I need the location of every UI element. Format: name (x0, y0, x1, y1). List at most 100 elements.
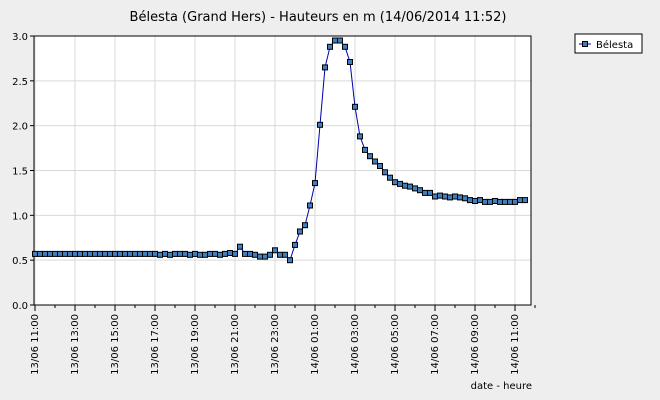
data-point (352, 103, 358, 110)
data-point (72, 250, 78, 257)
data-point (357, 133, 363, 140)
data-point (37, 250, 43, 257)
data-point (392, 179, 398, 186)
data-point (42, 250, 48, 257)
data-point (387, 174, 393, 181)
data-point (227, 250, 233, 256)
data-point (372, 158, 378, 165)
data-point (127, 250, 133, 257)
data-point (497, 198, 503, 205)
data-point (32, 250, 38, 257)
data-point (347, 59, 353, 65)
data-point (342, 43, 348, 50)
data-point (397, 180, 403, 187)
x-tick-label: 13/06 21:00 (230, 314, 241, 375)
x-axis: 13/06 11:00 13/06 13:00 13/06 15:00 13/06 1… (30, 305, 536, 375)
data-point (122, 250, 128, 257)
data-point (367, 153, 373, 160)
data-point (97, 250, 103, 257)
data-point (302, 222, 308, 229)
x-tick-label: 14/06 01:00 (310, 314, 321, 375)
data-point (377, 163, 383, 169)
y-tick-label: 2.5 (12, 77, 28, 88)
y-tick-label: 2.0 (12, 122, 28, 133)
x-axis-label: date - heure (471, 381, 532, 392)
data-point (257, 253, 263, 260)
data-point (147, 250, 153, 257)
data-point (337, 37, 343, 44)
y-tick-label: 1.5 (12, 167, 28, 178)
data-point (177, 250, 183, 257)
data-point (297, 228, 303, 235)
data-point (322, 64, 328, 71)
y-tick-label: 3.0 (12, 32, 28, 43)
data-point (267, 251, 273, 258)
legend-entry-belesta: Bélesta (596, 39, 633, 51)
x-tick-label: 13/06 23:00 (270, 314, 281, 375)
data-point (217, 251, 223, 258)
data-point (187, 251, 193, 258)
data-point (192, 250, 198, 257)
data-point (452, 193, 458, 200)
chart-title: Bélesta (Grand Hers) - Hauteurs en m (14… (130, 10, 507, 25)
data-point (142, 250, 148, 257)
data-point (522, 197, 528, 204)
data-point (157, 251, 163, 258)
data-point (477, 197, 483, 204)
x-tick-label: 13/06 19:00 (190, 314, 201, 375)
data-point (427, 189, 433, 196)
x-tick-label: 13/06 11:00 (30, 314, 41, 375)
data-point (232, 250, 238, 257)
x-tick-label: 13/06 13:00 (70, 314, 81, 375)
data-point (402, 182, 408, 189)
y-tick-label: 1.0 (12, 211, 28, 222)
data-point (172, 250, 178, 257)
data-point (462, 195, 468, 202)
data-point (292, 241, 298, 248)
y-tick-label: 0.5 (12, 256, 28, 267)
data-point (62, 250, 68, 257)
x-tick-label: 14/06 05:00 (390, 314, 401, 375)
data-point (202, 251, 208, 258)
series-belesta (32, 37, 528, 264)
x-tick-label: 14/06 07:00 (430, 314, 441, 375)
legend-box (574, 33, 643, 54)
data-point (82, 250, 88, 257)
data-point (407, 183, 413, 190)
data-point (102, 250, 108, 257)
data-point (107, 250, 113, 257)
legend-marker (582, 41, 588, 47)
data-point (87, 250, 93, 257)
data-point (412, 185, 418, 192)
data-point (282, 251, 288, 258)
data-point (47, 250, 53, 257)
data-point (162, 250, 168, 257)
data-point (222, 250, 228, 257)
x-tick-label: 13/06 15:00 (110, 314, 121, 375)
x-tick-label: 14/06 09:00 (470, 314, 481, 375)
data-point (307, 202, 313, 209)
data-point (517, 197, 523, 204)
data-point (437, 192, 443, 199)
data-point (262, 253, 268, 260)
data-point (457, 194, 463, 201)
data-point (67, 250, 73, 257)
data-point (237, 243, 243, 250)
data-point (512, 198, 518, 205)
data-point (52, 250, 58, 257)
data-point (417, 187, 423, 194)
data-point (467, 197, 473, 204)
data-point (242, 250, 248, 257)
y-tick-label: 0.0 (12, 301, 28, 312)
data-point (137, 250, 143, 257)
data-point (92, 250, 98, 257)
data-point (447, 194, 453, 201)
data-point (197, 251, 203, 258)
data-point (382, 169, 388, 176)
data-point (207, 250, 213, 257)
data-point (492, 198, 498, 204)
x-tick-label: 14/06 11:00 (510, 314, 521, 375)
data-point (487, 198, 493, 205)
data-point (362, 146, 368, 153)
